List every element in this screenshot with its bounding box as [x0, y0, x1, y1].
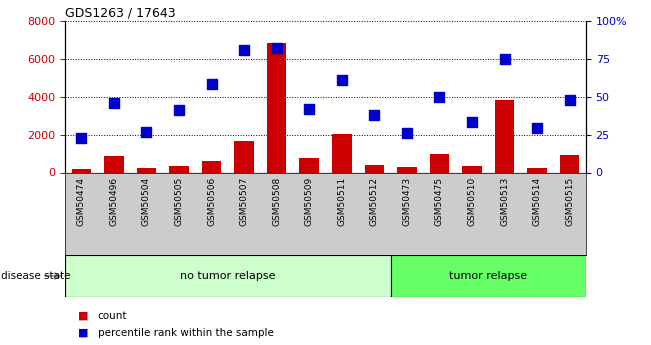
Point [271, 45, 282, 51]
Bar [104, 156, 124, 172]
Text: ■: ■ [78, 311, 89, 321]
Text: count: count [98, 311, 127, 321]
Point [141, 129, 152, 134]
Point [369, 112, 380, 118]
Text: percentile rank within the sample: percentile rank within the sample [98, 328, 273, 338]
Bar [299, 158, 319, 172]
Point [532, 126, 542, 131]
Text: GSM50510: GSM50510 [467, 177, 477, 226]
Point [206, 82, 217, 87]
Bar [560, 155, 579, 172]
Text: tumor relapse: tumor relapse [449, 271, 527, 281]
Point [499, 56, 510, 61]
Text: GSM50507: GSM50507 [240, 177, 249, 226]
Text: GSM50508: GSM50508 [272, 177, 281, 226]
Bar [234, 141, 254, 172]
Text: GSM50513: GSM50513 [500, 177, 509, 226]
Text: ■: ■ [78, 328, 89, 338]
Text: GSM50474: GSM50474 [77, 177, 86, 226]
Bar [527, 168, 547, 172]
Bar [495, 100, 514, 172]
Bar [72, 169, 91, 172]
Point [402, 130, 412, 136]
Bar [365, 165, 384, 172]
Text: GSM50473: GSM50473 [402, 177, 411, 226]
Bar [137, 168, 156, 172]
Text: disease state: disease state [1, 271, 70, 281]
Bar [65, 255, 391, 297]
Text: GSM50506: GSM50506 [207, 177, 216, 226]
Text: GSM50496: GSM50496 [109, 177, 118, 226]
Point [304, 106, 314, 111]
Point [434, 94, 445, 99]
Text: GSM50512: GSM50512 [370, 177, 379, 226]
Bar [462, 166, 482, 172]
Point [174, 108, 184, 113]
Text: GSM50511: GSM50511 [337, 177, 346, 226]
Bar [391, 255, 586, 297]
Point [109, 100, 119, 106]
Text: GSM50509: GSM50509 [305, 177, 314, 226]
Point [76, 135, 87, 140]
Bar [202, 161, 221, 172]
Text: GSM50475: GSM50475 [435, 177, 444, 226]
Text: GSM50514: GSM50514 [533, 177, 542, 226]
Bar [332, 134, 352, 172]
Point [239, 47, 249, 52]
Bar [169, 166, 189, 172]
Point [564, 97, 575, 102]
Text: GDS1263 / 17643: GDS1263 / 17643 [65, 7, 176, 20]
Bar [397, 167, 417, 172]
Point [337, 77, 347, 83]
Text: GSM50515: GSM50515 [565, 177, 574, 226]
Bar [267, 43, 286, 172]
Text: no tumor relapse: no tumor relapse [180, 271, 275, 281]
Point [467, 120, 477, 125]
Text: GSM50504: GSM50504 [142, 177, 151, 226]
Text: GSM50505: GSM50505 [174, 177, 184, 226]
Bar [430, 155, 449, 172]
